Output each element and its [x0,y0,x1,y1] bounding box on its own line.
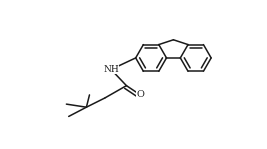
Text: O: O [136,90,144,99]
Text: NH: NH [103,65,119,74]
